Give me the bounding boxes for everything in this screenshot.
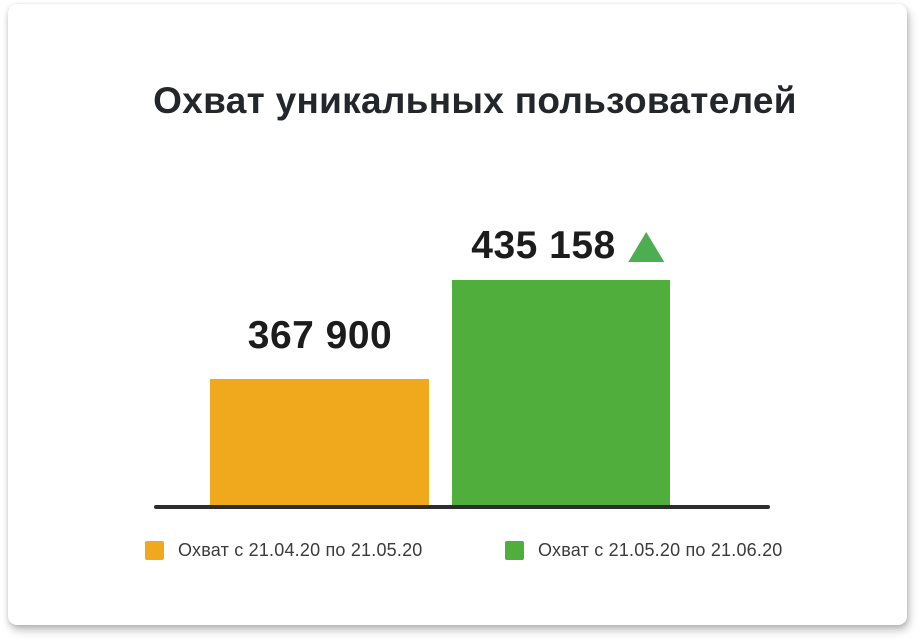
legend-label: Охват с 21.04.20 по 21.05.20 xyxy=(178,540,423,560)
bar-chart: 367 900 435 158 xyxy=(154,219,770,509)
legend-swatch-orange xyxy=(145,541,164,560)
legend-item-april-may: Охват с 21.04.20 по 21.05.20 xyxy=(145,540,423,561)
chart-title: Охват уникальных пользователей xyxy=(153,80,797,121)
chart-card: Охват уникальных пользователей 367 900 4… xyxy=(8,4,907,625)
legend-swatch-green xyxy=(505,541,524,560)
bar-value-label-may-june: 435 158 xyxy=(471,224,665,267)
bar-april-may xyxy=(210,379,429,507)
legend-label: Охват с 21.05.20 по 21.06.20 xyxy=(538,540,783,560)
bar-may-june xyxy=(452,280,670,507)
legend-item-may-june: Охват с 21.05.20 по 21.06.20 xyxy=(505,540,783,561)
bar-value-label-april-may: 367 900 xyxy=(247,314,393,357)
bar-value-text: 435 158 xyxy=(471,224,616,267)
increase-triangle-icon xyxy=(628,231,665,262)
x-axis-line xyxy=(154,505,770,509)
